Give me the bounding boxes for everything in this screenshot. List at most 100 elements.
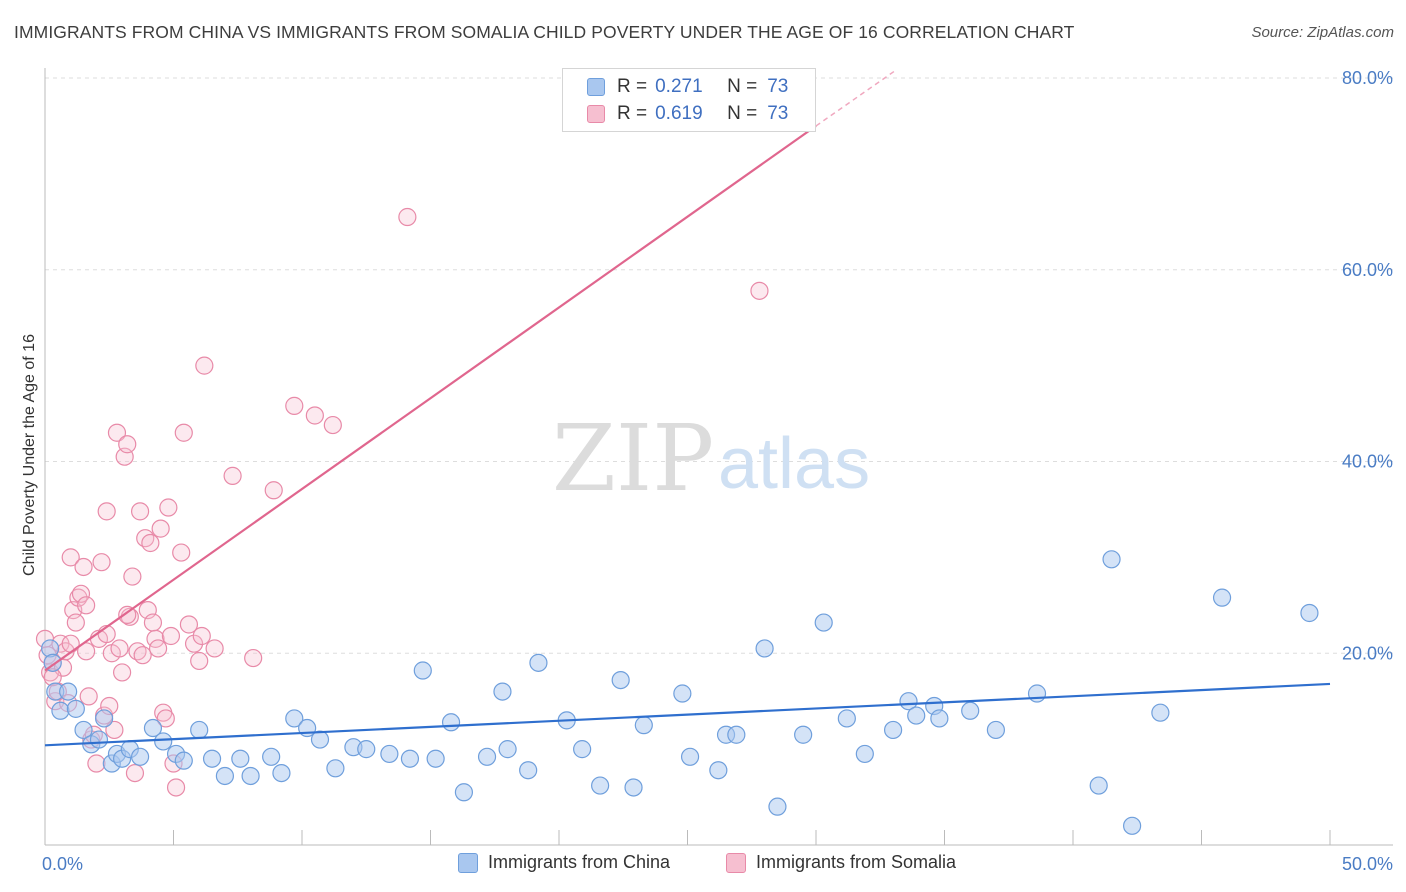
legend-n-value-somalia: 73 [767, 103, 789, 124]
somalia-point-54 [179, 615, 199, 634]
somalia-point-10 [61, 548, 80, 567]
china-point-21 [215, 766, 234, 786]
somalia-point-68 [61, 634, 80, 653]
china-point-6 [74, 720, 93, 740]
trend-lines [44, 69, 1331, 747]
x-tick-labels: 0.0% 50.0% [42, 854, 1393, 874]
y-tick-label-20: 20.0% [1342, 643, 1393, 663]
china-point-50 [680, 747, 700, 766]
bottom-legend-china: Immigrants from China [458, 852, 670, 873]
china-point-38 [477, 747, 497, 766]
china-point-67 [1027, 684, 1047, 703]
somalia-point-65 [398, 207, 417, 227]
china-point-16 [154, 732, 173, 751]
china-point-15 [143, 718, 163, 738]
china-point-23 [241, 766, 260, 786]
somalia-point-30 [112, 663, 132, 682]
somalia-point-61 [264, 481, 283, 500]
china-point-8 [89, 730, 109, 749]
china-point-24 [262, 747, 281, 766]
somalia-point-20 [87, 754, 106, 773]
china-point-35 [426, 749, 445, 768]
china-point-9 [95, 709, 114, 728]
china-point-60 [883, 720, 903, 740]
somalia-trend-extension [815, 69, 897, 127]
china-point-65 [961, 701, 980, 720]
china-point-47 [624, 778, 643, 797]
china-point-26 [285, 709, 304, 728]
somalia-point-44 [148, 639, 168, 658]
bottom-legend-label-somalia: Immigrants from Somalia [756, 852, 957, 872]
legend-row-somalia: R = 0.619 N = 73 [587, 101, 788, 127]
somalia-point-62 [285, 396, 304, 415]
axes [44, 68, 1393, 846]
somalia-point-24 [97, 502, 116, 521]
somalia-point-66 [750, 281, 769, 300]
somalia-point-22 [92, 553, 111, 572]
china-point-31 [357, 740, 376, 759]
legend-n-label: N = [727, 103, 758, 124]
watermark: ZIP atlas [552, 405, 870, 512]
china-point-37 [454, 783, 474, 802]
somalia-point-15 [74, 557, 93, 577]
china-point-19 [190, 720, 209, 740]
china-point-18 [174, 751, 193, 770]
china-point-5 [66, 699, 85, 718]
china-point-45 [591, 776, 610, 795]
china-point-46 [611, 670, 630, 690]
china-point-69 [1102, 550, 1121, 569]
somalia-point-48 [159, 498, 178, 517]
legend-r-value-china: 0.271 [655, 76, 703, 97]
somalia-trend-line [44, 125, 817, 672]
china-point-66 [986, 720, 1006, 740]
china-point-62 [907, 706, 926, 725]
y-tick-labels: 20.0% 40.0% 60.0% 80.0% [1342, 68, 1393, 663]
china-point-29 [326, 759, 345, 778]
bottom-legend-label-china: Immigrants from China [488, 852, 671, 872]
china-point-61 [899, 692, 918, 711]
x-tick-label-0: 0.0% [42, 854, 83, 874]
somalia-point-35 [125, 763, 145, 783]
somalia-point-41 [141, 533, 160, 553]
watermark-zip: ZIP [552, 405, 714, 512]
somalia-point-28 [107, 423, 127, 442]
china-point-58 [837, 709, 856, 728]
bottom-legend-swatch-somalia [726, 852, 746, 873]
china-point-3 [51, 701, 70, 720]
china-point-44 [573, 740, 592, 759]
somalia-point-17 [79, 687, 98, 706]
somalia-point-57 [195, 356, 214, 375]
somalia-point-29 [110, 639, 129, 658]
y-tick-label-40: 40.0% [1342, 452, 1393, 472]
somalia-point-47 [156, 709, 175, 728]
china-point-70 [1123, 816, 1142, 835]
china-point-40 [498, 740, 517, 759]
china-point-39 [493, 682, 512, 701]
x-tick-label-50: 50.0% [1342, 854, 1393, 874]
china-point-57 [814, 613, 833, 632]
china-point-33 [400, 749, 420, 768]
somalia-point-60 [244, 648, 263, 668]
somalia-point-14 [71, 584, 91, 603]
china-point-14 [130, 747, 150, 766]
china-point-71 [1151, 703, 1170, 722]
somalia-point-58 [205, 639, 224, 658]
china-point-55 [768, 797, 787, 816]
legend-r-value-somalia: 0.619 [655, 103, 703, 124]
china-point-36 [441, 713, 461, 732]
china-point-22 [231, 749, 250, 768]
legend-swatch-china [587, 78, 605, 96]
legend-r-label: R = [617, 76, 648, 97]
source-label: Source: ZipAtlas.com [1251, 24, 1394, 41]
legend-row-china: R = 0.271 N = 73 [587, 74, 788, 100]
legend-n-value-china: 73 [767, 76, 789, 97]
somalia-point-53 [174, 423, 193, 442]
china-point-28 [310, 730, 330, 749]
somalia-point-49 [161, 626, 181, 646]
legend-swatch-somalia [587, 105, 605, 123]
china-point-51 [709, 761, 728, 780]
somalia-point-59 [223, 466, 242, 485]
china-point-59 [855, 744, 874, 764]
somalia-point-32 [118, 435, 137, 454]
